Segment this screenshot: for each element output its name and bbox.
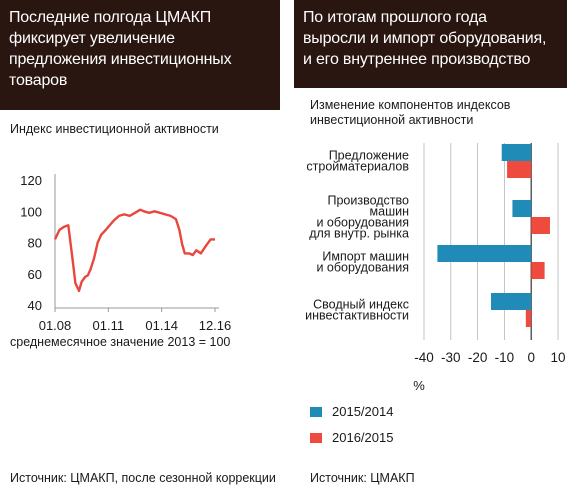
x-tick-label: -10: [495, 350, 515, 365]
legend-item-2016: 2016/2015: [310, 430, 393, 445]
left-headline-line: предложения инвестиционных: [9, 51, 232, 68]
left-headline-box: Последние полгода ЦМАКП фиксирует увелич…: [0, 0, 280, 110]
right-headline-line: По итогам прошлого года: [303, 9, 487, 26]
x-tick-label: 01.14: [145, 318, 178, 333]
right-source: Источник: ЦМАКП: [310, 471, 415, 485]
left-source: Источник: ЦМАКП, после сезонной коррекци…: [10, 471, 276, 485]
category-label: Предложение: [329, 149, 409, 163]
left-headline-line: фиксирует увеличение: [9, 30, 175, 47]
left-headline-line: товаров: [9, 72, 68, 89]
x-tick-label: -30: [441, 350, 461, 365]
x-axis-unit: %: [413, 378, 425, 393]
y-tick-label: 60: [28, 267, 42, 282]
category-label: и оборудования: [316, 261, 409, 275]
x-tick-label: -20: [468, 350, 488, 365]
y-tick-label: 120: [20, 173, 42, 188]
left-headline-line: Последние полгода ЦМАКП: [9, 9, 212, 26]
x-tick-label: 10: [550, 350, 565, 365]
right-chart-panel: По итогам прошлого года выросли и импорт…: [294, 0, 567, 500]
category-label: машин: [370, 205, 410, 219]
right-headline-line: выросли и импорт оборудования,: [303, 30, 547, 47]
left-chart-note: среднемесячное значение 2013 = 100: [10, 335, 231, 349]
category-label: и оборудования: [316, 216, 409, 230]
bar-2016-2015: [525, 310, 532, 327]
right-headline-line: и его внутреннее производство: [303, 51, 531, 68]
category-label: Импорт машин: [322, 250, 409, 264]
x-tick-label: 12.16: [199, 318, 232, 333]
x-tick-label: 01.11: [93, 318, 125, 333]
category-label: Производство: [327, 194, 409, 208]
y-tick-label: 40: [28, 298, 42, 313]
index-line-series: [53, 208, 215, 293]
legend-label: 2016/2015: [332, 430, 394, 445]
bar-2015-2014: [491, 293, 532, 310]
bar-2015-2014: [512, 200, 532, 217]
right-subtitle-line: инвестиционной активности: [310, 113, 474, 127]
line-chart: 120 100 80 60 40 01.08 01.11 01.14 12.16: [20, 173, 232, 333]
right-subtitle-line: Изменение компонентов индексов: [310, 98, 511, 112]
x-tick-label: 0: [527, 350, 535, 365]
legend-swatch-red: [310, 432, 322, 443]
x-tick-label: 01.08: [39, 318, 72, 333]
legend-item-2015: 2015/2014: [310, 404, 393, 419]
bar-2015-2014: [437, 245, 532, 262]
left-chart-panel: Последние полгода ЦМАКП фиксирует увелич…: [0, 0, 280, 500]
bar-2016-2015: [507, 161, 532, 178]
category-label: стройматериалов: [306, 160, 409, 174]
legend-label: 2015/2014: [332, 404, 394, 419]
category-label: Сводный индекс: [313, 298, 409, 312]
y-tick-label: 100: [20, 204, 42, 219]
y-tick-label: 80: [28, 236, 42, 251]
category-label: для внутр. рынка: [309, 227, 409, 241]
legend-swatch-blue: [310, 406, 322, 417]
right-chart-subtitle: Изменение компонентов индексов инвестици…: [310, 98, 510, 128]
x-tick-label: -40: [414, 350, 434, 365]
category-label: инвестактивности: [305, 309, 409, 323]
right-headline-box: По итогам прошлого года выросли и импорт…: [294, 0, 567, 88]
bar-2016-2015: [531, 217, 550, 234]
bar-2015-2014: [501, 144, 532, 161]
bar-2016-2015: [531, 262, 545, 279]
left-chart-subtitle: Индекс инвестиционной активности: [10, 122, 219, 136]
